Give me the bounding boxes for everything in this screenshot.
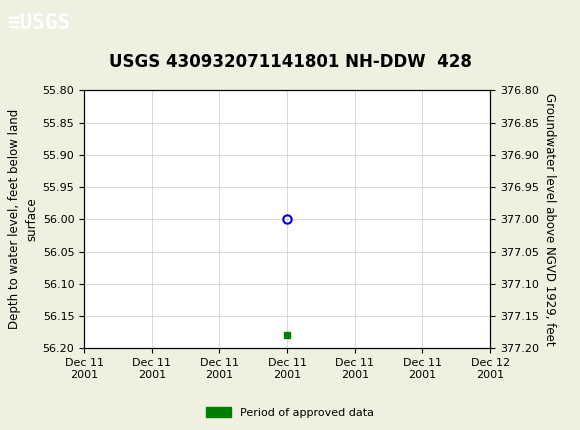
Text: ≡USGS: ≡USGS	[7, 12, 70, 33]
Y-axis label: Depth to water level, feet below land
surface: Depth to water level, feet below land su…	[9, 109, 38, 329]
Y-axis label: Groundwater level above NGVD 1929, feet: Groundwater level above NGVD 1929, feet	[543, 93, 556, 346]
Legend: Period of approved data: Period of approved data	[202, 403, 378, 422]
Text: USGS 430932071141801 NH-DDW  428: USGS 430932071141801 NH-DDW 428	[108, 53, 472, 71]
